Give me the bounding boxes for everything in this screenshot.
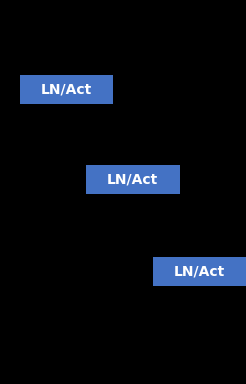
Text: LN/Act: LN/Act xyxy=(174,265,225,279)
FancyBboxPatch shape xyxy=(153,257,246,286)
FancyBboxPatch shape xyxy=(86,165,180,194)
Text: LN/Act: LN/Act xyxy=(41,82,92,96)
Text: LN/Act: LN/Act xyxy=(107,172,158,187)
FancyBboxPatch shape xyxy=(20,75,113,104)
